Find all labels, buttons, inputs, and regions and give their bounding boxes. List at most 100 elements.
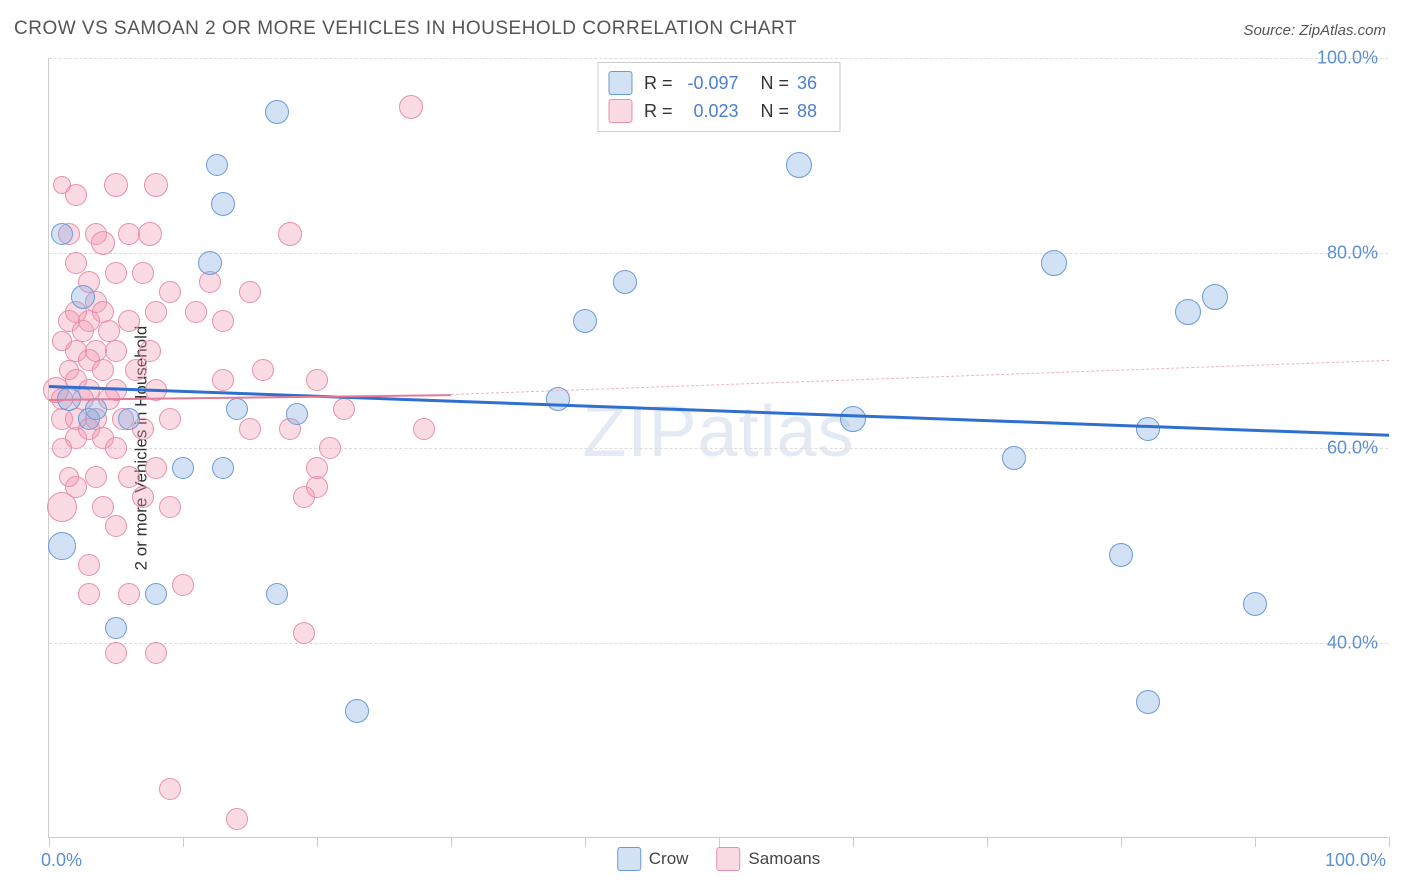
- data-point: [159, 281, 181, 303]
- y-axis-label: 80.0%: [1327, 243, 1378, 264]
- data-point: [159, 778, 181, 800]
- watermark: ZIPatlas: [582, 391, 854, 473]
- data-point: [85, 466, 107, 488]
- data-point: [1136, 690, 1160, 714]
- stats-row-crow: R = -0.097 N = 36: [608, 69, 825, 97]
- stat-n-value: 36: [797, 69, 825, 97]
- data-point: [78, 554, 100, 576]
- data-point: [212, 457, 234, 479]
- data-point: [333, 398, 355, 420]
- data-point: [226, 808, 248, 830]
- data-point: [138, 222, 162, 246]
- data-point: [413, 418, 435, 440]
- swatch-icon: [608, 99, 632, 123]
- data-point: [65, 476, 87, 498]
- data-point: [118, 310, 140, 332]
- data-point: [345, 699, 369, 723]
- data-point: [198, 251, 222, 275]
- stats-row-samoans: R = 0.023 N = 88: [608, 97, 825, 125]
- data-point: [118, 583, 140, 605]
- data-point: [92, 496, 114, 518]
- data-point: [266, 583, 288, 605]
- data-point: [105, 515, 127, 537]
- data-point: [145, 583, 167, 605]
- data-point: [786, 152, 812, 178]
- data-point: [252, 359, 274, 381]
- data-point: [91, 231, 115, 255]
- swatch-icon: [617, 847, 641, 871]
- legend-label: Crow: [649, 849, 689, 869]
- x-axis-min-label: 0.0%: [41, 850, 82, 871]
- data-point: [105, 437, 127, 459]
- legend-item-crow: Crow: [617, 847, 689, 871]
- data-point: [1041, 250, 1067, 276]
- data-point: [71, 285, 95, 309]
- chart-title: CROW VS SAMOAN 2 OR MORE VEHICLES IN HOU…: [14, 18, 797, 40]
- data-point: [132, 262, 154, 284]
- data-point: [1175, 299, 1201, 325]
- y-axis-label: 60.0%: [1327, 438, 1378, 459]
- data-point: [48, 532, 76, 560]
- data-point: [319, 437, 341, 459]
- data-point: [226, 398, 248, 420]
- data-point: [212, 310, 234, 332]
- data-point: [265, 100, 289, 124]
- legend-label: Samoans: [748, 849, 820, 869]
- data-point: [159, 408, 181, 430]
- data-point: [85, 398, 107, 420]
- data-point: [145, 457, 167, 479]
- data-point: [65, 252, 87, 274]
- data-point: [1109, 543, 1133, 567]
- stat-n-label: N =: [761, 69, 790, 97]
- data-point: [212, 369, 234, 391]
- data-point: [145, 642, 167, 664]
- data-point: [840, 406, 866, 432]
- data-point: [172, 457, 194, 479]
- data-point: [78, 583, 100, 605]
- legend-bottom: Crow Samoans: [617, 847, 821, 871]
- stat-r-value: -0.097: [681, 69, 739, 97]
- swatch-icon: [716, 847, 740, 871]
- data-point: [293, 622, 315, 644]
- swatch-icon: [608, 71, 632, 95]
- legend-item-samoans: Samoans: [716, 847, 820, 871]
- data-point: [239, 281, 261, 303]
- plot-area: 2 or more Vehicles in Household ZIPatlas…: [48, 58, 1388, 838]
- data-point: [125, 359, 147, 381]
- y-axis-label: 40.0%: [1327, 633, 1378, 654]
- trend-line: [451, 360, 1389, 395]
- data-point: [1202, 284, 1228, 310]
- data-point: [399, 95, 423, 119]
- data-point: [159, 496, 181, 518]
- source-attribution: Source: ZipAtlas.com: [1243, 22, 1386, 39]
- stats-legend-box: R = -0.097 N = 36 R = 0.023 N = 88: [597, 62, 840, 132]
- data-point: [145, 301, 167, 323]
- data-point: [118, 466, 140, 488]
- stat-r-label: R =: [644, 69, 673, 97]
- data-point: [306, 369, 328, 391]
- stat-n-value: 88: [797, 97, 825, 125]
- data-point: [1243, 592, 1267, 616]
- data-point: [105, 340, 127, 362]
- data-point: [573, 309, 597, 333]
- data-point: [105, 617, 127, 639]
- data-point: [118, 408, 140, 430]
- data-point: [286, 403, 308, 425]
- data-point: [278, 222, 302, 246]
- data-point: [105, 642, 127, 664]
- y-axis-label: 100.0%: [1317, 48, 1378, 69]
- data-point: [185, 301, 207, 323]
- data-point: [65, 184, 87, 206]
- data-point: [1136, 417, 1160, 441]
- stat-r-value: 0.023: [681, 97, 739, 125]
- data-point: [139, 340, 161, 362]
- data-point: [92, 359, 114, 381]
- data-point: [105, 262, 127, 284]
- data-point: [306, 476, 328, 498]
- stat-r-label: R =: [644, 97, 673, 125]
- data-point: [132, 486, 154, 508]
- data-point: [51, 223, 73, 245]
- data-point: [211, 192, 235, 216]
- data-point: [613, 270, 637, 294]
- data-point: [172, 574, 194, 596]
